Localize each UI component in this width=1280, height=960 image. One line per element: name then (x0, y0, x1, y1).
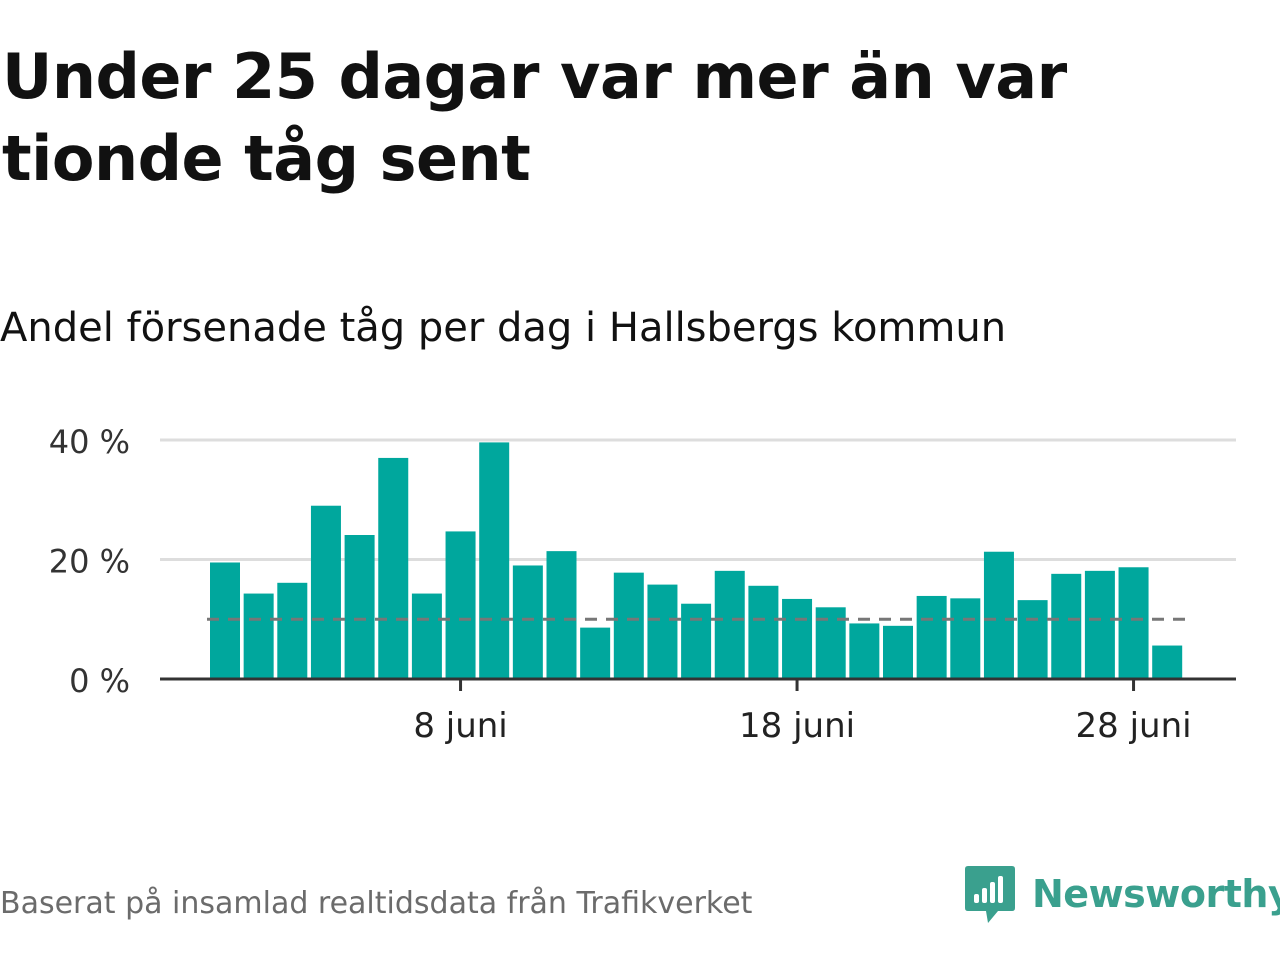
bar (782, 598, 813, 679)
y-tick-label: 40 % (49, 423, 130, 461)
bar (580, 627, 611, 679)
bar (849, 623, 880, 679)
bar (512, 565, 543, 679)
chart-title: Under 25 dagar var mer än var tionde tåg… (2, 40, 1067, 195)
bar (546, 551, 577, 679)
x-tick-label: 8 juni (413, 706, 507, 746)
bar-chart: 0 % 20 % 40 % 8 juni 18 juni 28 juni (49, 423, 1236, 746)
bar (950, 598, 981, 679)
bar (916, 595, 947, 679)
bar (243, 593, 274, 679)
bar (1118, 567, 1149, 679)
bar (1051, 573, 1082, 679)
bar (445, 531, 476, 679)
bar (1152, 645, 1183, 679)
bar (277, 582, 308, 679)
source-note: Baserat på insamlad realtidsdata från Tr… (0, 886, 753, 921)
bar (681, 603, 712, 679)
brand-name: Newsworthy (1032, 872, 1280, 916)
bar (344, 535, 375, 679)
brand-logo: Newsworthy (964, 864, 1280, 924)
x-tick-label: 18 juni (739, 706, 855, 746)
bar (748, 585, 779, 679)
y-tick-label: 0 % (69, 662, 130, 700)
bar (1017, 600, 1048, 679)
bar (983, 551, 1014, 679)
bar (613, 572, 644, 679)
y-tick-label: 20 % (49, 543, 130, 581)
x-tick-label: 28 juni (1076, 706, 1192, 746)
bar (411, 593, 442, 679)
bar (647, 584, 678, 679)
chart-subtitle: Andel försenade tåg per dag i Hallsbergs… (0, 305, 1007, 351)
bar-chart-speech-bubble-icon (965, 866, 1015, 923)
bar (1084, 570, 1115, 679)
bar (883, 625, 913, 679)
bar (479, 442, 510, 679)
bar (378, 457, 409, 679)
bar (310, 505, 341, 679)
bar (714, 570, 745, 679)
